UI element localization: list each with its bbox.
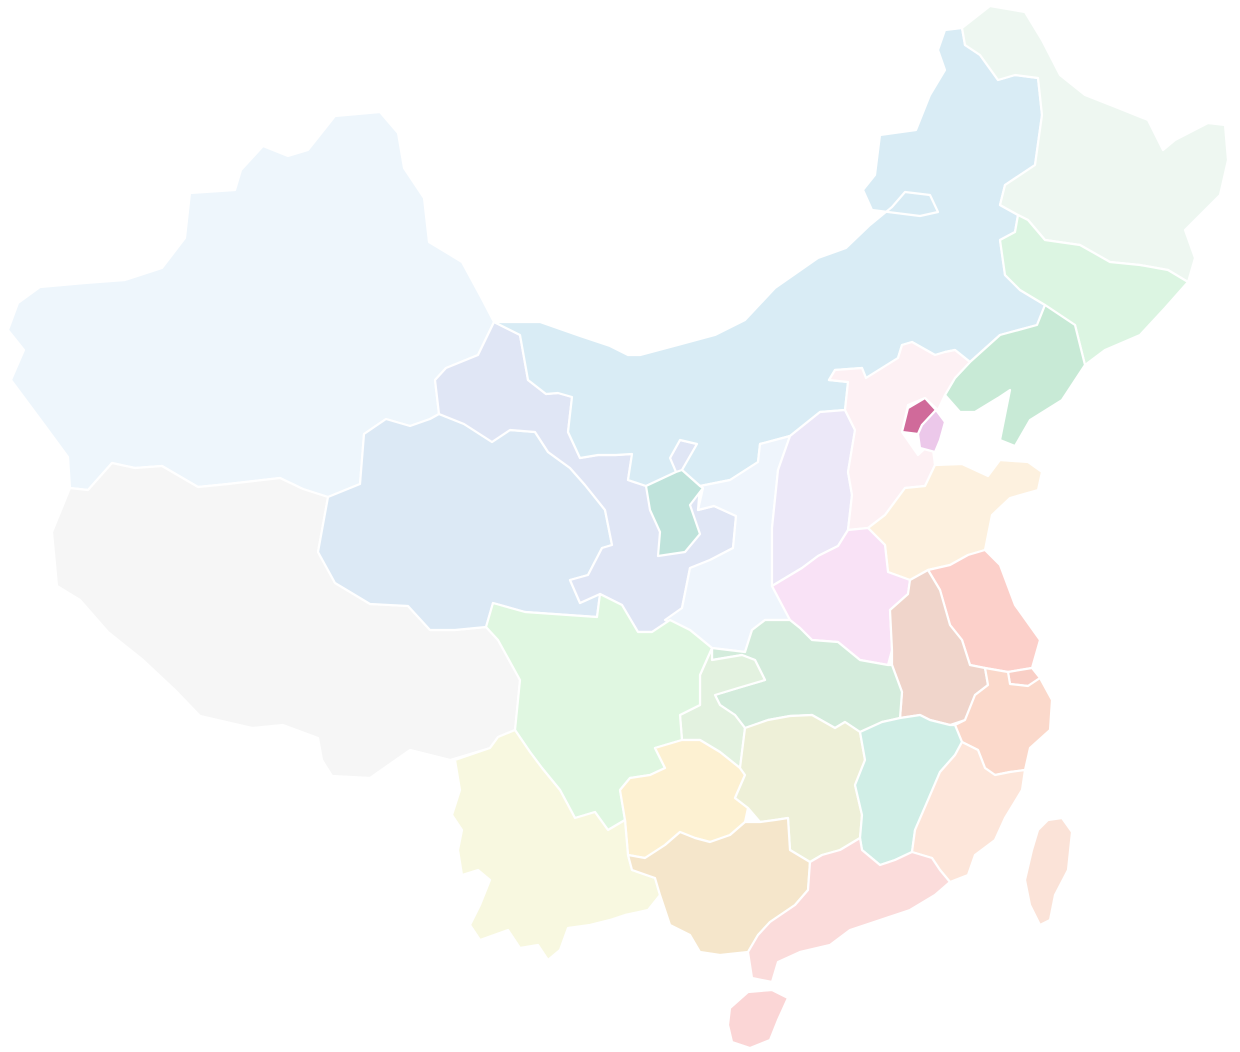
region-ningxia[interactable] <box>644 468 705 558</box>
region-taiwan[interactable] <box>1023 816 1074 927</box>
region-hebei[interactable] <box>827 340 972 532</box>
region-inner-mongolia[interactable] <box>492 26 1047 488</box>
region-fujian[interactable] <box>910 740 1027 884</box>
region-anhui[interactable] <box>888 568 990 727</box>
region-hainan[interactable] <box>726 988 790 1050</box>
region-tianjin[interactable] <box>916 408 947 454</box>
region-jilin[interactable] <box>998 213 1190 367</box>
region-liaoning[interactable] <box>943 303 1087 448</box>
region-guangdong[interactable] <box>746 836 952 984</box>
region-yunnan[interactable] <box>450 728 662 962</box>
